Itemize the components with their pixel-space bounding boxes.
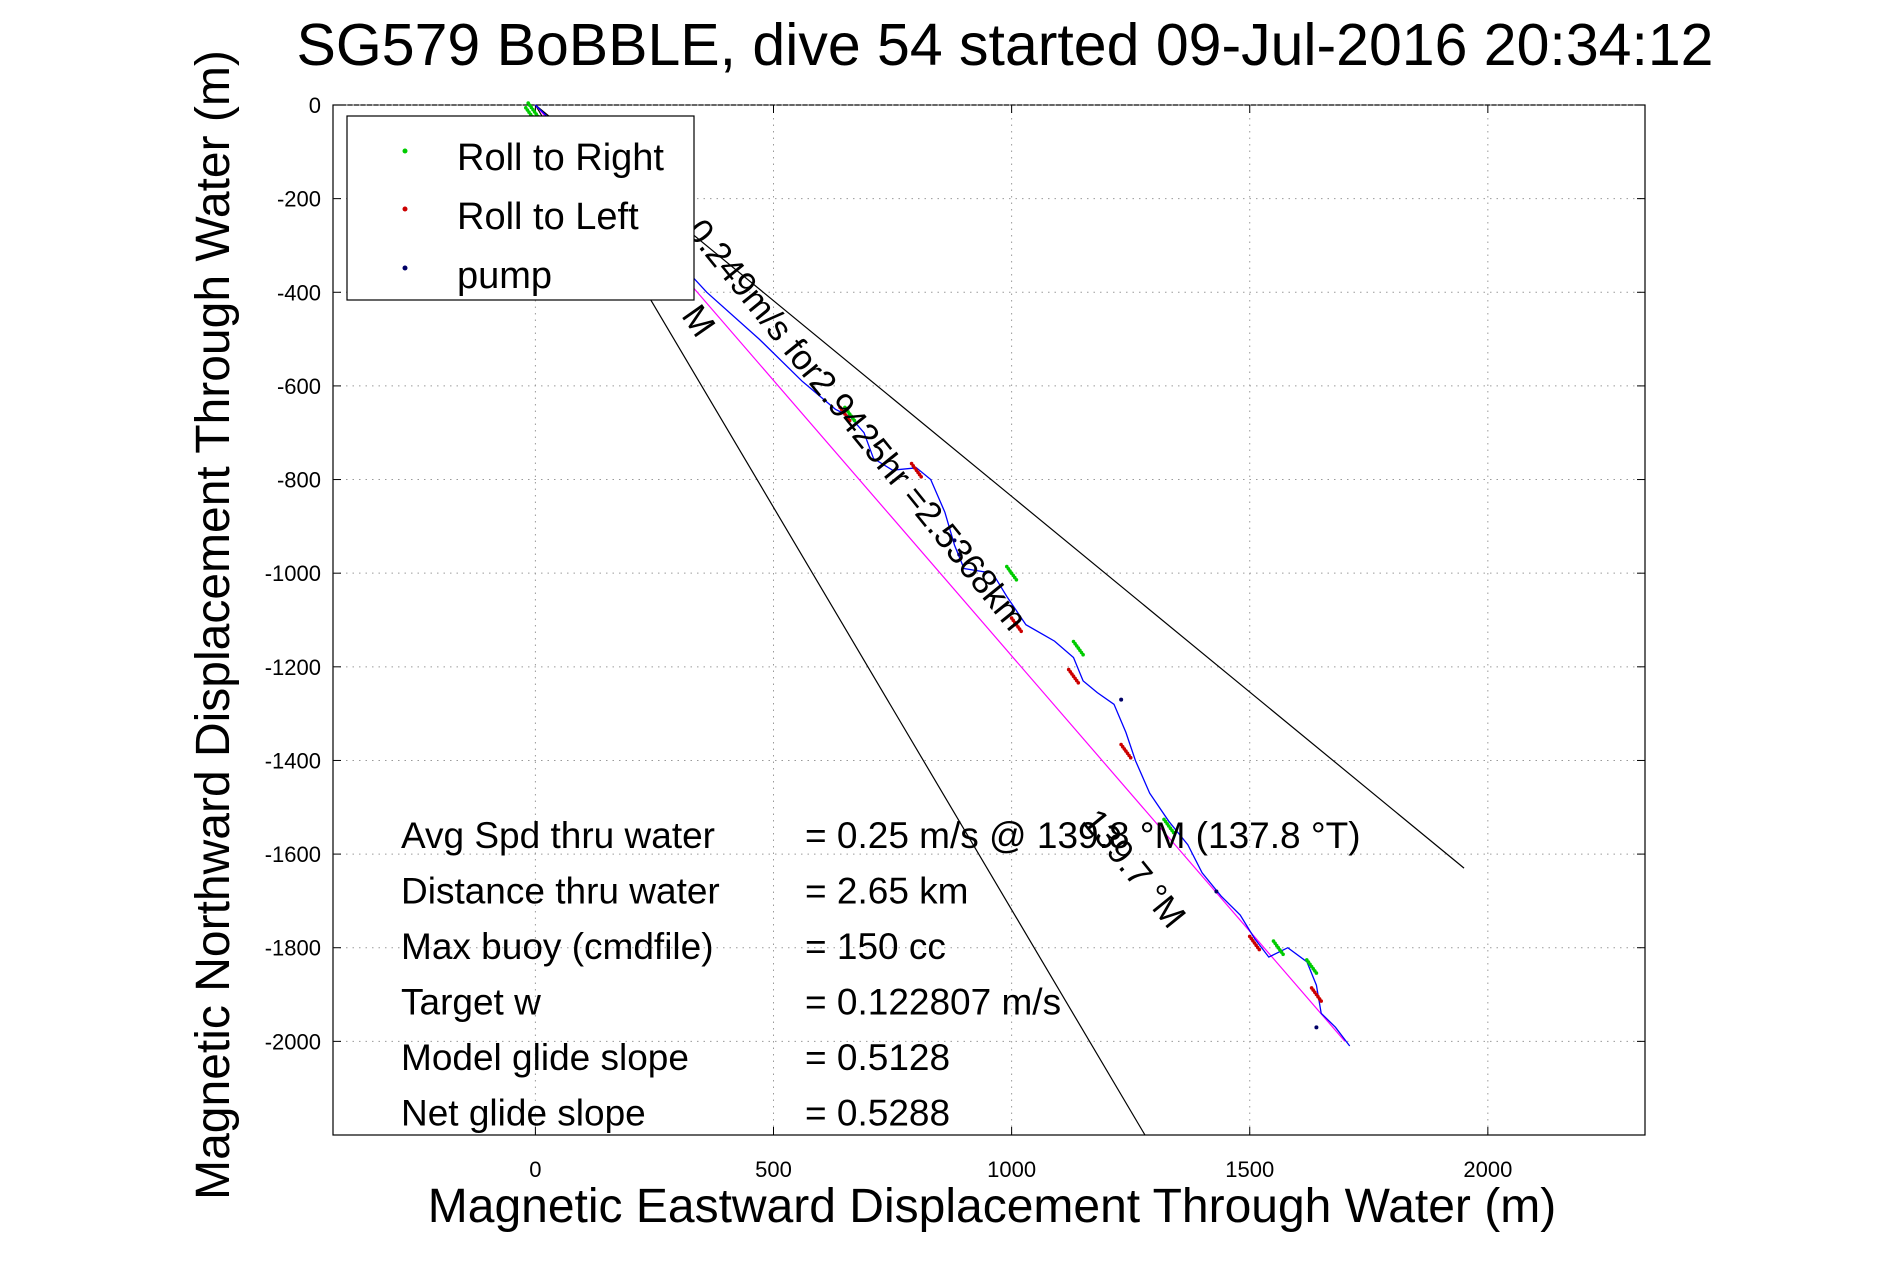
stat-label: Avg Spd thru water [401,815,715,856]
track-line [534,104,1351,1047]
chart-title: SG579 BoBBLE, dive 54 started 09-Jul-201… [297,12,1714,78]
y-tick-label: -1000 [265,561,321,586]
legend-label-pump: pump [457,255,552,297]
pump-point [957,552,962,557]
y-tick-label: 0 [309,93,321,118]
pump-point [1314,1025,1319,1030]
x-tick-label: 2000 [1463,1157,1512,1182]
pump-point [1119,697,1124,702]
x-tick-label: 1000 [987,1157,1036,1182]
x-tick-label: 0 [529,1157,541,1182]
y-tick-label: -200 [277,187,321,212]
roll-left-point [1257,947,1262,952]
roll-markers [524,101,1323,1030]
legend-marker-roll-right [402,148,408,154]
roll-left-point [1019,629,1023,634]
roll-right-point [1314,971,1319,975]
roll-right-point [1171,830,1176,835]
pump-point [952,538,957,543]
x-tick-label: 500 [755,1157,792,1182]
stat-value: = 0.5128 [805,1037,950,1078]
x-axis-label: Magnetic Eastward Displacement Through W… [428,1180,1556,1233]
stat-value: = 0.122807 m/s [805,982,1061,1023]
legend-label-roll-left: Roll to Left [457,196,639,238]
roll-right-point [1281,952,1285,957]
stat-label: Distance thru water [401,871,720,912]
x-tick-label: 1500 [1225,1157,1274,1182]
roll-right-point [852,418,857,423]
pump-point [1214,889,1219,894]
legend-marker-roll-left [402,206,408,212]
y-tick-label: -2000 [265,1029,321,1054]
roll-left-point [1076,681,1081,685]
stats-block: Avg Spd thru water = 0.25 m/s @ 139.8 °M … [401,815,1361,1134]
y-tick-label: -1200 [265,655,321,680]
roll-left-point [1319,999,1323,1003]
stat-value: = 2.65 km [805,871,969,912]
dive-track [534,104,1351,1047]
stat-label: Target w [401,982,541,1023]
x-axis-ticks: 0 500 1000 1500 2000 [529,105,1512,1182]
y-tick-label: -1600 [265,842,321,867]
stat-label: Net glide slope [401,1093,646,1134]
stat-value: = 0.5288 [805,1093,950,1134]
roll-right-point [1014,578,1019,582]
y-tick-label: -1400 [265,748,321,773]
roll-left-point [919,475,923,479]
y-tick-label: -1800 [265,936,321,961]
y-tick-label: -400 [277,280,321,305]
grid-lines [333,104,1645,1135]
stat-value: = 150 cc [805,926,946,967]
roll-right-point [1081,652,1085,657]
stat-label: Model glide slope [401,1037,689,1078]
stat-value: = 0.25 m/s @ 139.8 °M (137.8 °T) [805,815,1361,856]
stat-label: Max buoy (cmdfile) [401,926,714,967]
y-axis-label: Magnetic Northward Displacement Through … [187,50,240,1200]
roll-left-point [847,418,852,423]
y-axis-ticks: 0 -200 -400 -600 -800 -1000 -1200 -1400 -1600 -18… [265,93,1645,1054]
legend: Roll to Right Roll to Left pump [346,115,695,301]
roll-left-point [1128,755,1133,760]
legend-label-roll-right: Roll to Right [457,137,664,179]
y-tick-label: -600 [277,374,321,399]
legend-marker-pump [402,265,408,271]
y-tick-label: -800 [277,468,321,493]
